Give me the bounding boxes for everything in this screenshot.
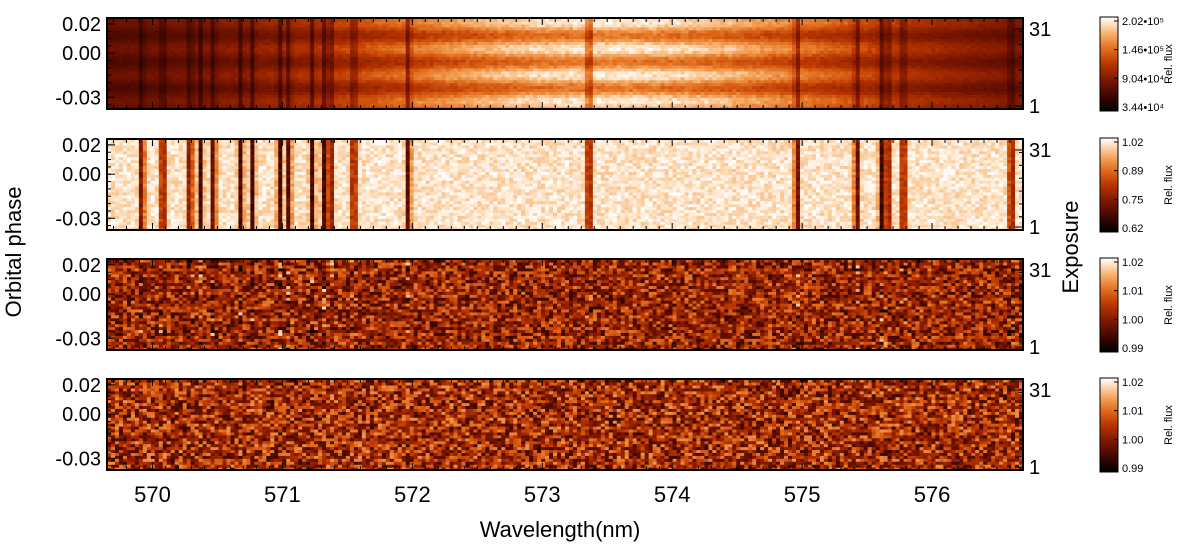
panel-raw: 0.020.00-0.033112.02•10⁵1.46•10⁵9.04•10⁴… xyxy=(55,14,1175,118)
heatmap-raw xyxy=(107,18,1024,110)
